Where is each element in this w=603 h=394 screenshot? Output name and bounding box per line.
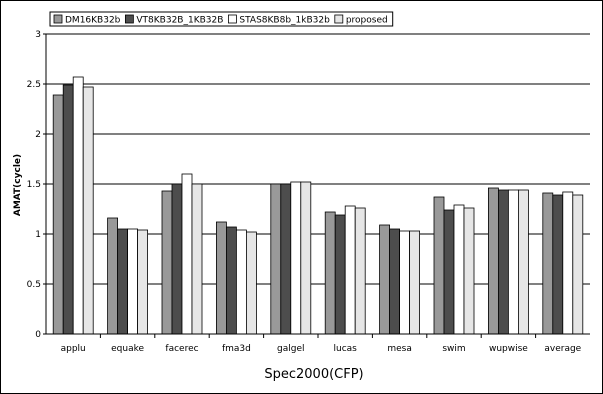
x-tick-label: equake	[111, 344, 144, 354]
bar-applu-0	[52, 94, 64, 335]
bar-mesa-0	[379, 224, 391, 335]
bar-lucas-0	[324, 211, 336, 335]
bar-wupwise-1	[497, 189, 509, 335]
bar-fma3d-3	[245, 231, 257, 335]
bar-swim-0	[433, 196, 445, 335]
bar-lucas-2	[344, 205, 356, 335]
bar-equake-1	[117, 228, 128, 335]
x-tick-label: fma3d	[222, 344, 251, 354]
y-tick-label: 3	[35, 30, 41, 40]
x-tick-label: applu	[61, 344, 86, 354]
bar-average-0	[542, 192, 554, 335]
bar-facerec-1	[171, 183, 183, 335]
legend-label: proposed	[346, 16, 388, 26]
bar-galgel-3	[300, 181, 312, 335]
legend-label: STAS8KB8b_1kB32b	[239, 16, 330, 26]
x-tick-label: facerec	[165, 344, 198, 354]
x-tick-label: swim	[442, 344, 465, 354]
y-tick-label: 2	[35, 130, 41, 140]
bar-lucas-3	[354, 207, 366, 335]
legend-swatch	[228, 14, 237, 24]
bar-mesa-1	[389, 228, 401, 335]
legend-label: DM16KB32b	[65, 16, 121, 26]
bar-wupwise-0	[487, 187, 499, 335]
y-axis-title: AMAT(cycle)	[13, 154, 23, 216]
axis-layer: 0 0.5 1 1.5 2 2.5 3 applu equake facerec fma3d galg…	[27, 30, 590, 354]
bar-applu-1	[62, 84, 74, 335]
bar-wupwise-3	[518, 189, 529, 335]
bar-mesa-3	[409, 230, 421, 335]
legend: DM16KB32b VT8KB32B_1KB32B STAS8KB8b_1kB32b…	[49, 11, 394, 27]
y-tick-label: 0.5	[27, 280, 41, 290]
legend-box	[49, 11, 394, 27]
legend-swatch	[53, 14, 63, 24]
x-tick-label: average	[544, 344, 581, 354]
bar-applu-2	[72, 76, 84, 335]
bar-swim-1	[443, 209, 455, 335]
bar-wupwise-2	[507, 189, 519, 335]
bar-equake-3	[137, 229, 149, 335]
bar-galgel-0	[270, 183, 282, 335]
bar-galgel-2	[290, 181, 302, 335]
y-tick-label: 0	[35, 330, 41, 340]
bar-facerec-2	[181, 173, 193, 335]
bar-mesa-2	[399, 230, 411, 335]
bar-average-3	[572, 194, 584, 335]
bar-fma3d-1	[225, 226, 237, 335]
bar-swim-2	[453, 204, 465, 335]
x-tick-label: mesa	[387, 344, 412, 354]
bar-average-2	[562, 191, 574, 335]
legend-label: VT8KB32B_1KB32B	[136, 16, 223, 26]
x-tick-label: wupwise	[489, 344, 528, 354]
bar-equake-2	[127, 228, 138, 335]
bar-fma3d-2	[235, 229, 247, 335]
bars-layer	[52, 76, 584, 335]
bar-average-1	[552, 194, 564, 335]
x-tick-label: galgel	[277, 344, 304, 354]
bar-equake-0	[107, 217, 118, 335]
legend-swatch	[124, 14, 134, 24]
bar-lucas-1	[334, 214, 346, 335]
x-tick-label: lucas	[334, 344, 358, 354]
y-tick-label: 1.5	[27, 180, 41, 190]
bar-applu-3	[82, 86, 94, 335]
bar-facerec-3	[191, 183, 203, 335]
bar-facerec-0	[161, 190, 173, 335]
y-tick-label: 1	[35, 230, 41, 240]
bar-fma3d-0	[215, 221, 227, 335]
bar-galgel-1	[280, 183, 292, 335]
legend-swatch	[334, 14, 344, 24]
x-axis-title: Spec2000(CFP)	[264, 367, 363, 382]
bar-swim-3	[463, 207, 475, 335]
y-tick-label: 2.5	[27, 80, 41, 90]
